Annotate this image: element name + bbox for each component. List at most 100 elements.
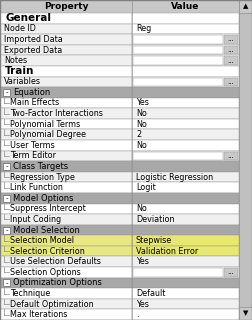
Bar <box>132 246 239 257</box>
Text: Main Effects: Main Effects <box>10 99 59 108</box>
Text: -: - <box>5 227 8 233</box>
Bar <box>132 140 239 151</box>
Bar <box>132 267 239 278</box>
Bar <box>132 204 239 214</box>
Bar <box>0 130 132 140</box>
Bar <box>224 152 238 160</box>
Bar <box>132 161 239 172</box>
Bar <box>0 45 132 55</box>
Bar <box>132 76 239 87</box>
Text: Use Selection Defaults: Use Selection Defaults <box>10 257 101 266</box>
Text: -: - <box>5 164 8 170</box>
Text: No: No <box>136 120 147 129</box>
Bar <box>0 299 132 309</box>
Bar <box>224 268 238 277</box>
Text: -: - <box>5 195 8 201</box>
Bar <box>132 87 239 98</box>
Text: 2: 2 <box>136 130 141 139</box>
Bar <box>0 235 132 246</box>
Bar <box>132 182 239 193</box>
Bar <box>224 77 238 86</box>
Bar <box>132 66 239 76</box>
Bar <box>239 307 252 320</box>
Text: Regression Type: Regression Type <box>10 172 75 181</box>
Bar <box>239 0 252 320</box>
Text: Yes: Yes <box>136 99 149 108</box>
Bar <box>0 13 132 24</box>
Bar <box>239 0 252 13</box>
Bar <box>132 288 239 299</box>
Bar <box>0 76 132 87</box>
Text: Imported Data: Imported Data <box>4 35 63 44</box>
Bar <box>133 46 223 54</box>
Text: Selection Options: Selection Options <box>10 268 81 277</box>
Bar <box>132 299 239 309</box>
Bar <box>133 152 223 160</box>
Text: No: No <box>136 109 147 118</box>
Text: Deviation: Deviation <box>136 215 174 224</box>
Text: Logistic Regression: Logistic Regression <box>136 172 213 181</box>
Text: ▼: ▼ <box>243 310 248 316</box>
Bar <box>132 34 239 45</box>
Bar <box>132 13 239 24</box>
Bar <box>132 151 239 161</box>
Text: Class Targets: Class Targets <box>13 162 68 171</box>
Text: Model Selection: Model Selection <box>13 226 80 235</box>
Bar <box>132 309 239 320</box>
Text: Value: Value <box>171 2 200 11</box>
Bar <box>132 214 239 225</box>
Bar <box>0 225 132 235</box>
Bar <box>133 77 223 86</box>
Bar <box>0 267 132 278</box>
Bar <box>0 204 132 214</box>
Bar <box>132 257 239 267</box>
Text: Train: Train <box>5 66 34 76</box>
Bar <box>0 108 132 119</box>
Text: Link Function: Link Function <box>10 183 63 192</box>
Text: Yes: Yes <box>136 257 149 266</box>
Bar <box>0 246 132 257</box>
Text: ...: ... <box>228 47 234 53</box>
Bar <box>132 98 239 108</box>
Bar <box>0 309 132 320</box>
Text: User Terms: User Terms <box>10 141 55 150</box>
Bar <box>0 55 132 66</box>
Bar <box>132 119 239 130</box>
Text: Polynomial Terms: Polynomial Terms <box>10 120 80 129</box>
Text: Logit: Logit <box>136 183 156 192</box>
Text: Variables: Variables <box>4 77 41 86</box>
Text: ▲: ▲ <box>243 4 248 10</box>
Text: ...: ... <box>228 58 234 64</box>
Bar <box>224 56 238 65</box>
Bar <box>3 227 10 234</box>
Text: General: General <box>5 13 51 23</box>
Bar <box>0 172 132 182</box>
Bar <box>132 193 239 204</box>
Bar <box>0 151 132 161</box>
Bar <box>132 108 239 119</box>
Text: Suppress Intercept: Suppress Intercept <box>10 204 86 213</box>
Bar <box>133 56 223 65</box>
Bar <box>132 172 239 182</box>
Bar <box>0 24 132 34</box>
Bar <box>0 140 132 151</box>
Text: Selection Model: Selection Model <box>10 236 74 245</box>
Bar <box>224 46 238 54</box>
Text: ...: ... <box>228 269 234 276</box>
Bar <box>0 278 132 288</box>
Text: Yes: Yes <box>136 300 149 308</box>
Text: Exported Data: Exported Data <box>4 45 62 54</box>
Text: Default Optimization: Default Optimization <box>10 300 94 308</box>
Text: Stepwise: Stepwise <box>136 236 172 245</box>
Text: -: - <box>5 89 8 95</box>
Bar <box>132 130 239 140</box>
Bar <box>0 98 132 108</box>
Text: Model Options: Model Options <box>13 194 74 203</box>
Bar <box>132 55 239 66</box>
Bar <box>3 89 10 96</box>
Bar <box>0 0 239 13</box>
Text: Two-Factor Interactions: Two-Factor Interactions <box>10 109 103 118</box>
Text: Term Editor: Term Editor <box>10 151 56 160</box>
Text: Reg: Reg <box>136 24 151 33</box>
Bar <box>132 45 239 55</box>
